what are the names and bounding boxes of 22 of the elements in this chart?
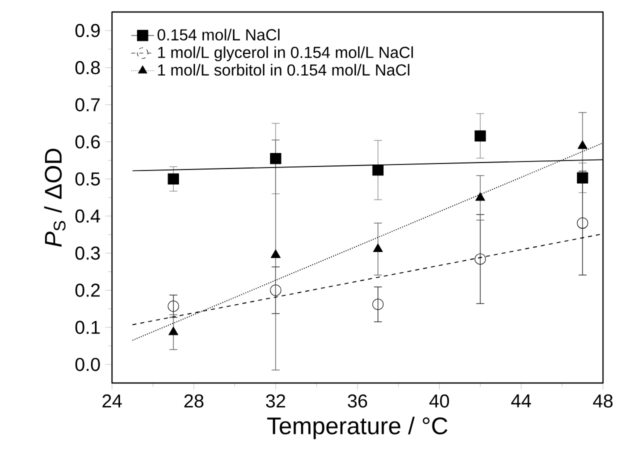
legend-label: 1 mol/L glycerol in 0.154 mol/L NaCl: [158, 46, 413, 62]
y-tick-label: 0.5: [75, 172, 100, 186]
y-tick-label: 0.8: [75, 61, 100, 74]
x-tick-label: 32: [266, 394, 286, 408]
legend-label: 1 mol/L sorbitol in 0.154 mol/L NaCl: [158, 64, 410, 76]
y-tick-label: 0.9: [75, 24, 100, 38]
y-tick-label: 0.6: [75, 135, 100, 148]
x-tick-label: 40: [429, 394, 449, 408]
x-tick-label: 24: [102, 394, 122, 408]
y-tick-label: 0.7: [75, 98, 100, 112]
x-tick-label: 44: [511, 394, 531, 408]
x-tick-label: 48: [593, 394, 613, 408]
y-tick-label: 0.4: [75, 209, 100, 223]
x-tick-label: 28: [184, 394, 204, 408]
y-tick-label: 0.1: [75, 320, 100, 334]
x-axis-title: Temperature / °C: [267, 416, 448, 440]
y-tick-label: 0.0: [75, 358, 100, 372]
y-tick-label: 0.3: [75, 246, 100, 260]
y-tick-label: 0.2: [75, 284, 100, 297]
y-axis-title: P$_{S}$ / ΔOD: [44, 148, 66, 247]
x-tick-label: 36: [348, 394, 368, 408]
legend-label: 0.154 mol/L NaCl: [158, 28, 280, 40]
